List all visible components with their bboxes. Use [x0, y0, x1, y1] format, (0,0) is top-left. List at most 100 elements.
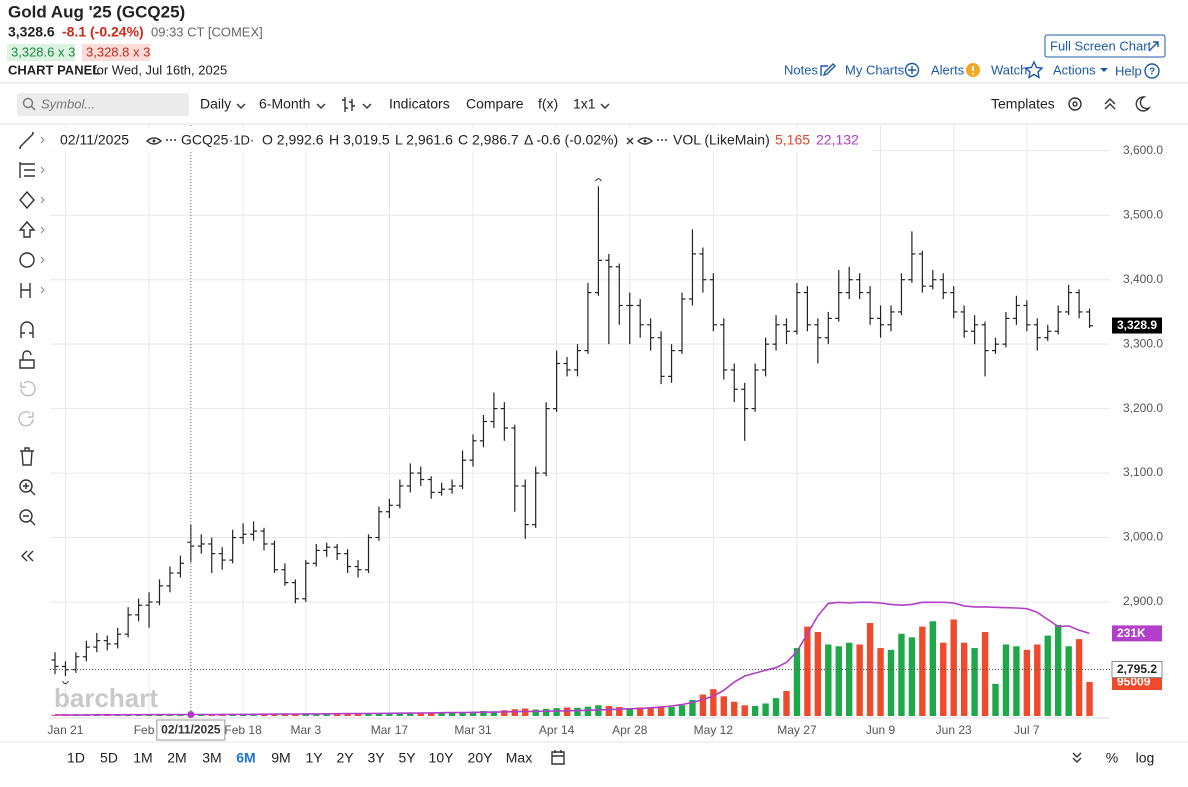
range-button[interactable]: 10Y: [429, 750, 455, 766]
volume-bar: [501, 710, 508, 716]
volume-bar: [929, 621, 936, 716]
crosshair-dot: [187, 711, 195, 719]
undo-tool[interactable]: [20, 381, 36, 397]
range-collapse[interactable]: [1072, 752, 1082, 763]
legend-volume-value: 5,165: [775, 132, 810, 148]
volume-bar: [480, 710, 487, 716]
range-button[interactable]: 20Y: [468, 750, 494, 766]
y-tick-label: 3,200.0: [1123, 401, 1163, 415]
caret: [362, 103, 372, 109]
shape-tool[interactable]: [19, 190, 35, 210]
range-button[interactable]: 3Y: [367, 750, 385, 766]
compare-button[interactable]: Compare: [466, 96, 524, 112]
fullscreen-button[interactable]: [1044, 34, 1166, 58]
volume-bar: [438, 712, 445, 716]
legend-remove[interactable]: [626, 137, 634, 145]
trend-tool[interactable]: [19, 132, 34, 149]
zoom-in-tool[interactable]: [19, 479, 33, 493]
symbol-search[interactable]: [17, 93, 189, 116]
last-price: 3,328.6: [8, 24, 55, 40]
volume-bar: [1086, 682, 1093, 716]
zoom-out-tool[interactable]: [19, 509, 33, 523]
x-tick-label: Jun 9: [866, 723, 896, 737]
crosshair-date: 02/11/2025: [161, 723, 221, 737]
note-tool[interactable]: [19, 252, 35, 268]
magnet-tool[interactable]: [20, 321, 34, 338]
volume-bar: [835, 646, 842, 716]
collapse-tools[interactable]: [21, 550, 34, 562]
legend-eye[interactable]: [636, 137, 654, 145]
volume-bar: [908, 637, 916, 716]
zoom-in-plus: [23, 483, 36, 496]
legend-eye[interactable]: [145, 137, 163, 145]
range-button[interactable]: 9M: [271, 750, 290, 766]
y-tick-label: 3,000.0: [1123, 530, 1163, 544]
volume-bar: [396, 712, 404, 716]
volume-bar: [960, 642, 968, 716]
volume-bar: [793, 648, 801, 716]
settings-icon[interactable]: [1068, 97, 1082, 111]
mycharts-link[interactable]: My Charts: [845, 62, 905, 77]
volume-bar: [825, 644, 832, 716]
range-button[interactable]: 1M: [133, 750, 152, 766]
scale-option[interactable]: %: [1106, 750, 1118, 766]
legend-bg: [52, 128, 872, 152]
search-icon: [22, 97, 34, 109]
fib-tool[interactable]: [19, 162, 35, 178]
collapse-icon[interactable]: [1104, 98, 1116, 110]
legend-change: Δ -0.6 (-0.02%): [524, 132, 618, 148]
range-button[interactable]: 2Y: [336, 750, 354, 766]
lock-tool[interactable]: [19, 350, 35, 369]
volume-bar: [751, 705, 759, 716]
reference-box: [1111, 661, 1163, 679]
volume-bar: [877, 648, 884, 716]
bar-type-icon[interactable]: [342, 97, 355, 112]
help-link[interactable]: Help: [1115, 63, 1142, 78]
templates-button[interactable]: Templates: [991, 96, 1055, 112]
volume-bar: [563, 707, 571, 716]
volume-bar: [1002, 644, 1010, 716]
volume-bar: [762, 703, 769, 716]
search-placeholder[interactable]: Symbol...: [41, 96, 95, 111]
arrow-tool[interactable]: [18, 220, 36, 238]
range-button[interactable]: 5D: [100, 750, 118, 766]
layout-menu[interactable]: 1x1: [573, 96, 596, 112]
volume-bar: [668, 707, 675, 716]
last-price-label: 3,328.9: [1117, 318, 1157, 332]
range-button[interactable]: 2M: [167, 750, 186, 766]
period-menu[interactable]: 6-Month: [259, 96, 310, 112]
redo-tool[interactable]: [18, 411, 34, 427]
volume-bar: [616, 707, 623, 716]
y-tick-label: 2,900.0: [1123, 594, 1163, 608]
range-button[interactable]: 3M: [202, 750, 221, 766]
alerts-link[interactable]: Alerts: [931, 62, 965, 77]
fullscreen-label[interactable]: Full Screen Chart: [1050, 38, 1152, 53]
volume-bar: [637, 707, 644, 716]
volume-bar: [992, 683, 999, 716]
range-button[interactable]: 6M: [236, 750, 255, 766]
ask-box: [82, 44, 150, 61]
theme-icon[interactable]: [1135, 96, 1152, 112]
range-button[interactable]: 5Y: [398, 750, 416, 766]
volume-bar: [814, 631, 822, 716]
delete-tool[interactable]: [20, 447, 34, 466]
y-tick-label: 3,300.0: [1123, 336, 1163, 350]
volume-bar: [354, 713, 362, 716]
interval-menu[interactable]: Daily: [200, 96, 231, 112]
range-button[interactable]: 1D: [67, 750, 85, 766]
range-button[interactable]: Max: [506, 750, 532, 766]
notes-link[interactable]: Notes: [784, 62, 818, 77]
zoom-out-minus: [23, 515, 36, 526]
low-marker: [62, 680, 69, 685]
quote-time: 09:33 CT [COMEX]: [151, 24, 263, 39]
calendar-icon[interactable]: [551, 750, 565, 765]
indicators-button[interactable]: Indicators: [389, 96, 450, 112]
fx-button[interactable]: f(x): [538, 96, 558, 112]
scale-option[interactable]: log: [1136, 750, 1155, 766]
watch-link[interactable]: Watch: [991, 62, 1027, 77]
measure-tool[interactable]: [20, 283, 31, 298]
actions-link[interactable]: Actions: [1053, 62, 1096, 77]
volume-bar: [699, 694, 707, 716]
volume-bar: [1055, 624, 1062, 716]
range-button[interactable]: 1Y: [305, 750, 323, 766]
